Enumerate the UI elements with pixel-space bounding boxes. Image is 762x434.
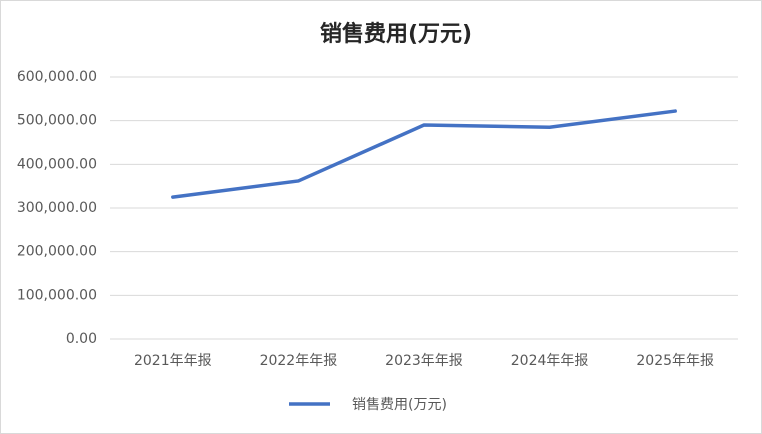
chart-title: 销售费用(万元) bbox=[320, 21, 472, 47]
x-tick-label: 2023年年报 bbox=[385, 353, 463, 369]
x-tick-label: 2024年年报 bbox=[511, 353, 589, 369]
legend-label: 销售费用(万元) bbox=[352, 397, 447, 413]
y-tick-label: 300,000.00 bbox=[17, 200, 97, 216]
x-tick-label: 2022年年报 bbox=[260, 353, 338, 369]
y-tick-label: 0.00 bbox=[66, 331, 97, 347]
y-tick-label: 500,000.00 bbox=[17, 113, 97, 129]
y-tick-label: 200,000.00 bbox=[17, 244, 97, 260]
y-tick-label: 100,000.00 bbox=[17, 287, 97, 303]
data-line bbox=[171, 109, 677, 199]
x-tick-label: 2025年年报 bbox=[636, 353, 714, 369]
x-tick-label: 2021年年报 bbox=[134, 353, 212, 369]
y-tick-label: 600,000.00 bbox=[17, 69, 97, 85]
y-tick-label: 400,000.00 bbox=[17, 156, 97, 172]
